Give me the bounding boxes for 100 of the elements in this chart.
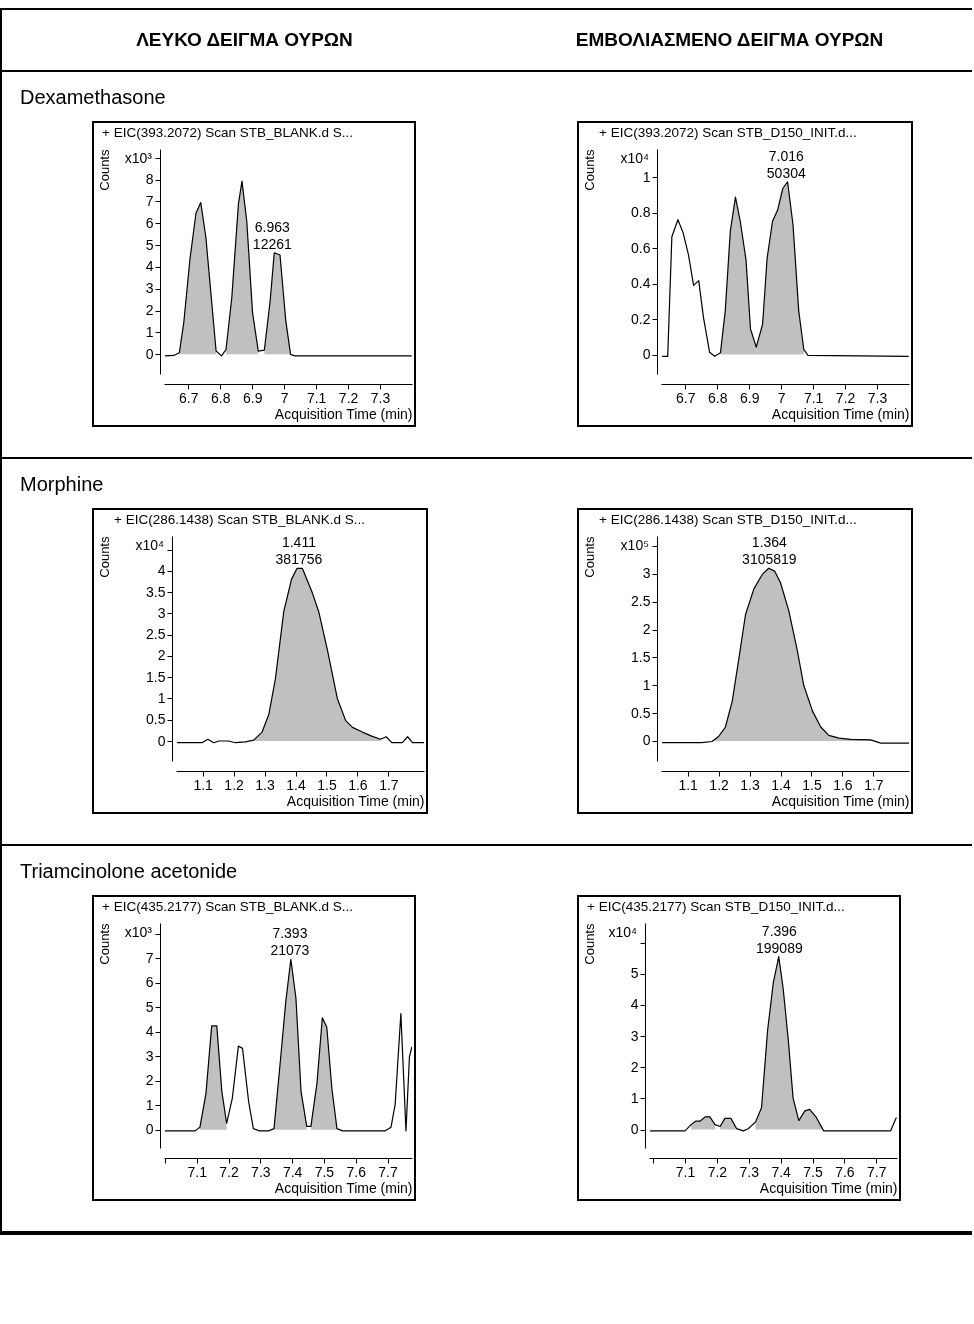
text: x10³	[124, 150, 153, 166]
chart-title: + EIC(286.1438) Scan STB_BLANK.d S...	[114, 511, 366, 527]
x-tick-label: 7.7	[378, 1163, 398, 1180]
y-tick-label: 7	[145, 192, 154, 209]
y-tick-label: 1	[630, 1089, 639, 1106]
y-tick-label: 1	[145, 324, 154, 340]
x-tick-label: 6.7	[179, 389, 199, 406]
x-tick-label: 1.6	[833, 776, 853, 793]
y-tick-label: 0	[630, 1121, 639, 1138]
x-tick-label: 1.4	[286, 776, 306, 793]
text: x10⁴	[620, 150, 649, 166]
text: ΛΕΥΚΟ ΔΕΙΓΜΑ ΟΥΡΩΝ	[135, 29, 354, 51]
x-tick-label: 1.7	[379, 776, 399, 793]
x-tick-label: 7.3	[867, 389, 888, 406]
chart-title: + EIC(393.2072) Scan STB_BLANK.d S...	[102, 124, 354, 140]
text: x10⁴	[135, 537, 164, 553]
y-tick-label: 2	[145, 302, 154, 319]
x-axis-title: Acquisition Time (min)	[286, 792, 425, 809]
y-tick-label: 0.6	[631, 239, 651, 256]
line-series	[176, 567, 424, 744]
y-tick-label: 0	[642, 346, 651, 363]
x-tick-label: 7.1	[187, 1163, 208, 1180]
x-tick-label: 7.1	[306, 389, 327, 406]
annotation: 1.364 3105819	[742, 534, 797, 568]
y-tick-label: 3	[145, 280, 154, 297]
y-tick-label: 2.5	[146, 626, 166, 643]
y-axis-title: Counts	[96, 923, 112, 965]
x-axis-title: Acquisition Time (min)	[274, 405, 413, 422]
y-tick-label: 0.4	[631, 275, 651, 292]
x-tick-label: 7.7	[867, 1163, 887, 1180]
x-tick-label: 7.2	[219, 1163, 239, 1180]
line-series	[164, 180, 412, 357]
y-tick-label: 3	[630, 1027, 639, 1044]
y-tick-label: 6	[145, 974, 154, 991]
x-tick-label: 1.3	[740, 776, 760, 793]
y-tick-label: 0	[145, 1121, 154, 1138]
x-tick-label: 7.4	[771, 1163, 792, 1180]
text: x10⁵	[620, 537, 649, 553]
x-tick-label: 7.2	[707, 1163, 728, 1180]
y-tick-label: 2.5	[631, 593, 651, 610]
annotation: 1.411 381756	[275, 534, 323, 568]
x-tick-label: 6.8	[708, 389, 728, 406]
y-tick-label: 0.5	[631, 704, 651, 721]
line-series	[649, 956, 897, 1132]
x-tick-label: 1.5	[317, 776, 337, 793]
y-tick-label: 0.5	[146, 711, 166, 728]
chart-title: + EIC(435.2177) Scan STB_D150_INIT.d...	[587, 898, 845, 914]
annotation: 7.016 50304	[766, 147, 806, 181]
y-tick-label: 1.5	[146, 668, 166, 685]
y-tick-label: 1.5	[631, 648, 651, 665]
y-tick-label: 0.2	[631, 310, 651, 327]
annotation: 6.963 12261	[252, 218, 293, 252]
x-tick-label: 7.6	[346, 1163, 367, 1180]
x-tick-label: 1.4	[771, 776, 791, 793]
x-tick-label: 7.2	[338, 389, 359, 406]
y-axis-title: Counts	[97, 536, 113, 578]
y-tick-label: 0.8	[631, 204, 651, 221]
y-tick-label: 4	[157, 562, 166, 579]
text: ΕΜΒΟΛΙΑΣΜΕΝΟ ΔΕΙΓΜΑ ΟΥΡΩΝ	[574, 29, 885, 51]
line-series	[661, 567, 909, 744]
chart-title: + EIC(393.2072) Scan STB_D150_INIT.d...	[599, 124, 857, 140]
y-tick-label: 4	[145, 258, 154, 275]
y-axis-title: Counts	[581, 923, 597, 965]
x-tick-label: 1.6	[348, 776, 368, 793]
x-tick-label: 7.5	[803, 1163, 823, 1180]
text: Dexamethasone	[19, 85, 167, 110]
y-tick-label: 2	[157, 647, 166, 664]
y-axis-title: Counts	[582, 536, 598, 578]
y-axis-title: Counts	[582, 149, 598, 191]
x-tick-label: 7.1	[803, 389, 824, 406]
y-tick-label: 0	[642, 732, 651, 749]
y-tick-label: 1	[642, 676, 651, 693]
x-tick-label: 6.7	[676, 389, 696, 406]
text: Morphine	[19, 472, 105, 497]
line-series	[661, 181, 909, 357]
x-tick-label: 6.8	[211, 389, 231, 406]
x-tick-label: 7.3	[251, 1163, 271, 1180]
x-axis-title: Acquisition Time (min)	[771, 405, 910, 422]
y-tick-label: 3	[157, 604, 166, 621]
y-tick-label: 5	[145, 998, 154, 1015]
annotation: 7.396 199089	[756, 922, 803, 956]
y-tick-label: 3	[145, 1047, 154, 1064]
y-tick-label: 0	[157, 732, 166, 749]
x-tick-label: 1.7	[864, 776, 884, 793]
y-tick-label: 4	[630, 996, 639, 1013]
x-tick-label: 7.2	[835, 389, 856, 406]
y-tick-label: 7	[145, 949, 154, 966]
y-tick-label: 5	[145, 236, 154, 253]
x-tick-label: 1.3	[255, 776, 275, 793]
text: Triamcinolone acetonide	[19, 859, 239, 884]
y-tick-label: 1	[157, 689, 166, 706]
x-axis-title: Acquisition Time (min)	[759, 1179, 898, 1196]
x-axis-title: Acquisition Time (min)	[274, 1179, 413, 1196]
x-tick-label: 7.4	[282, 1163, 303, 1180]
x-tick-label: 1.1	[678, 776, 699, 793]
y-tick-label: 4	[145, 1023, 154, 1040]
chart-title: + EIC(435.2177) Scan STB_BLANK.d S...	[102, 898, 354, 914]
x-axis-title: Acquisition Time (min)	[771, 792, 910, 809]
y-tick-label: 2	[642, 621, 651, 638]
x-tick-label: 7.3	[739, 1163, 760, 1180]
